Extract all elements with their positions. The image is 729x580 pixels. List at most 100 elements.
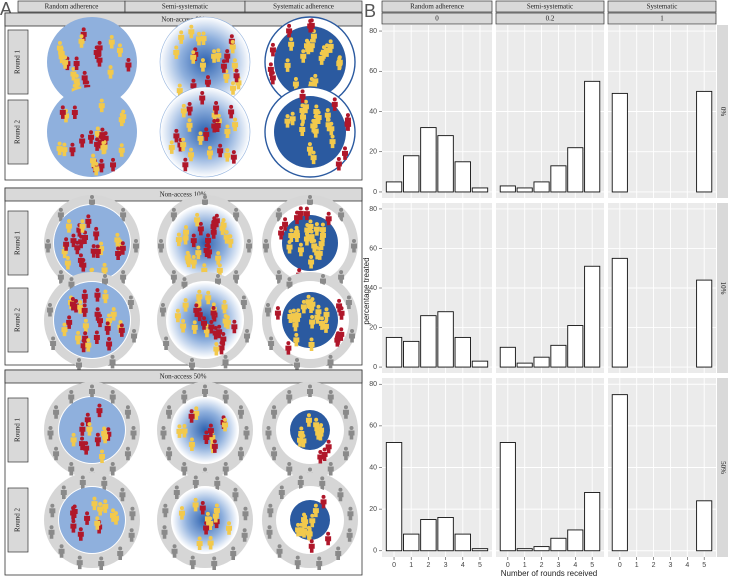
person [65, 219, 72, 233]
person-body [93, 166, 100, 176]
person-body [110, 311, 117, 321]
person-body [346, 532, 353, 542]
person-head [317, 556, 322, 561]
person-body [316, 250, 323, 260]
x-axis-label: Number of rounds received [501, 569, 598, 578]
person [175, 232, 182, 247]
person-body [199, 95, 206, 105]
person [66, 315, 73, 329]
person-head [64, 237, 69, 242]
person-head [97, 40, 102, 45]
person-body [297, 247, 304, 257]
person [224, 124, 231, 138]
person [308, 255, 315, 269]
person-head [203, 384, 207, 389]
person [266, 525, 273, 539]
person [288, 37, 295, 51]
person-body [81, 293, 88, 303]
person-body [284, 118, 291, 128]
person-body [307, 23, 314, 33]
facet-strip [717, 25, 728, 198]
person-head [65, 256, 70, 261]
person-body [215, 255, 222, 265]
person-body [342, 451, 349, 461]
person-head [308, 18, 313, 23]
bar [567, 529, 584, 552]
person [342, 405, 349, 419]
person-head [176, 232, 181, 237]
person-body [286, 244, 293, 254]
person-head [224, 230, 229, 235]
person [203, 430, 210, 444]
person-body [49, 508, 56, 518]
person-body [217, 148, 224, 158]
person-head [208, 535, 213, 540]
person-body [320, 499, 327, 509]
person-head [100, 449, 105, 454]
person-body [313, 226, 320, 236]
person-head [318, 450, 323, 455]
person [63, 237, 70, 251]
person [71, 105, 78, 119]
person-body [86, 426, 93, 436]
person [275, 207, 282, 222]
person-head [319, 316, 324, 321]
person-body [237, 409, 244, 419]
facet-strip [717, 203, 728, 373]
person-head [90, 467, 94, 472]
person-body [180, 142, 187, 152]
person-head [58, 270, 63, 275]
person-body [109, 394, 116, 404]
person-body [102, 294, 109, 304]
person [99, 449, 106, 464]
person [223, 230, 230, 244]
person-head [285, 114, 290, 119]
person-body [101, 431, 108, 441]
person-head [308, 195, 312, 199]
round-label-box [7, 287, 29, 353]
person [293, 332, 300, 347]
person-head [92, 496, 97, 501]
person-body [226, 525, 233, 535]
person [206, 145, 213, 160]
person-head [61, 485, 66, 490]
person-body [70, 523, 77, 533]
person-head [350, 329, 355, 334]
person-body [286, 28, 293, 38]
person-head [203, 195, 207, 199]
person-body [286, 466, 293, 476]
person-body [224, 152, 231, 162]
person-head [98, 313, 103, 318]
person [300, 299, 307, 314]
person [303, 206, 310, 221]
person-head [223, 354, 228, 359]
person-body [46, 307, 53, 317]
section-header [4, 369, 363, 384]
person-body [341, 150, 348, 160]
person-body [124, 409, 131, 419]
person [104, 321, 111, 335]
person [284, 114, 291, 128]
person-body [53, 451, 60, 461]
person-body [308, 234, 315, 244]
person-head [99, 241, 104, 246]
person-head [225, 315, 230, 320]
y-tick-label: 20 [369, 149, 377, 156]
person-body [93, 231, 100, 241]
x-tick-label: 2 [652, 562, 656, 569]
person-body [160, 430, 167, 440]
person-head [313, 503, 318, 508]
person-body [288, 232, 295, 242]
person-head [80, 219, 85, 224]
person-body [178, 510, 185, 520]
column-header-label: Random adherence [45, 2, 99, 10]
bar [420, 519, 437, 552]
round-label: Round 2 [14, 120, 22, 144]
x-tick-label: 5 [478, 562, 482, 569]
person [130, 426, 137, 440]
person-head [194, 303, 199, 308]
person-body [349, 333, 356, 343]
person-head [310, 513, 315, 518]
person [188, 358, 195, 372]
facet-label: 10% [719, 282, 727, 295]
